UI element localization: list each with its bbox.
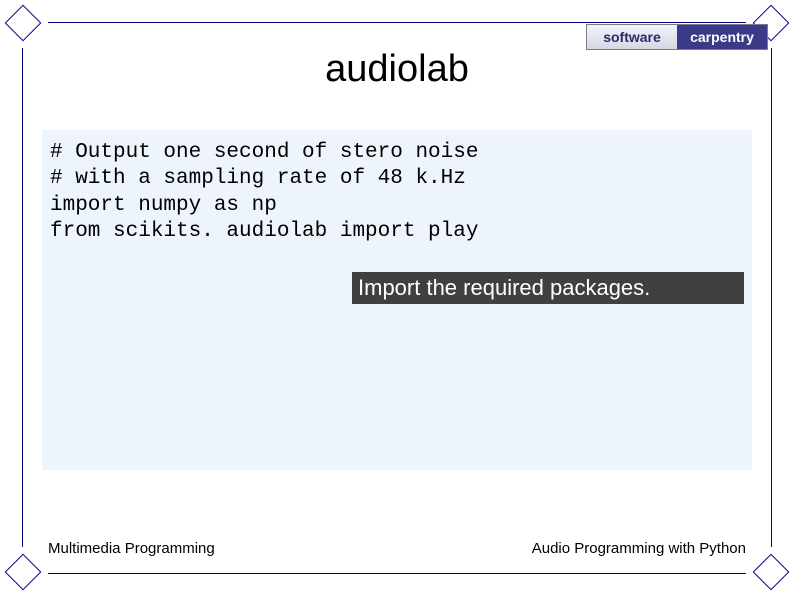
code-line: # with a sampling rate of 48 k.Hz bbox=[50, 167, 466, 190]
code-line: # Output one second of stero noise bbox=[50, 141, 478, 164]
logo-left-text: software bbox=[587, 25, 677, 49]
slide-title: audiolab bbox=[0, 48, 794, 91]
footer-right: Audio Programming with Python bbox=[532, 540, 746, 557]
callout-text: Import the required packages. bbox=[358, 275, 650, 301]
footer-left: Multimedia Programming bbox=[48, 540, 215, 557]
code-line: from scikits. audiolab import play bbox=[50, 220, 478, 243]
code-line: import numpy as np bbox=[50, 194, 277, 217]
software-carpentry-logo: software carpentry bbox=[586, 24, 768, 50]
callout-box: Import the required packages. bbox=[352, 272, 744, 304]
logo-right-text: carpentry bbox=[677, 25, 767, 49]
